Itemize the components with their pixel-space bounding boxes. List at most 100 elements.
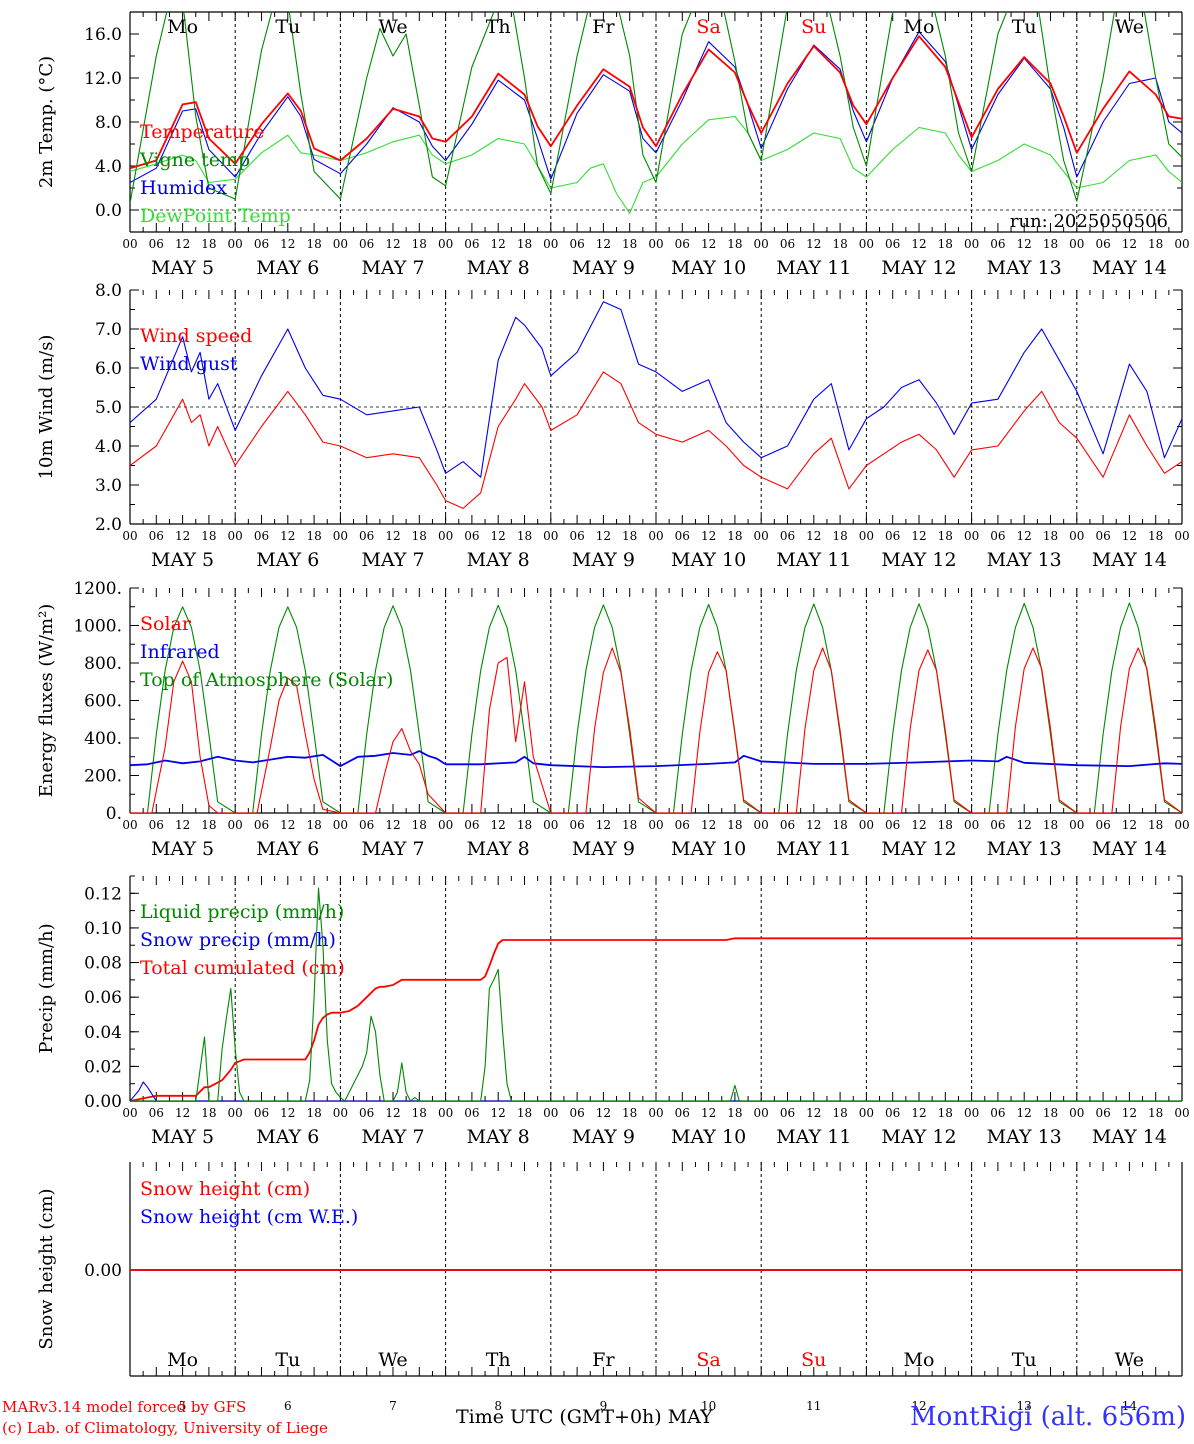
- y-axis-label: Precip (mm/h): [36, 923, 57, 1053]
- x-tick-label: 06: [1095, 818, 1110, 832]
- x-tick-label: 00: [754, 1106, 769, 1120]
- legend-entry: DewPoint Temp: [140, 205, 291, 227]
- legend-entry: Solar: [140, 613, 192, 635]
- x-tick-label: 12: [385, 529, 400, 543]
- x-tick-label: 00: [859, 529, 874, 543]
- series-line-temperature: [130, 35, 1182, 170]
- x-tick-label: 06: [149, 237, 164, 251]
- y-tick-label: 8.0: [95, 113, 122, 133]
- series-group: [130, 301, 1182, 509]
- x-tick-label: 18: [832, 1106, 847, 1120]
- series-group: [130, 12, 1182, 214]
- x-tick-label: 12: [911, 818, 926, 832]
- x-tick-label: 18: [1148, 237, 1163, 251]
- x-tick-label: 06: [569, 818, 584, 832]
- y-tick-label: 12.0: [84, 69, 122, 89]
- x-tick-label: 00: [648, 237, 663, 251]
- x-tick-label: 00: [333, 1106, 348, 1120]
- date-label: MAY 8: [467, 838, 530, 860]
- day-number-label: 13: [1017, 1399, 1032, 1413]
- panel-precip: 00 06 12 18 00 06 12 18 00 06 12 18 00 06 12 18 00 06 12 18…: [36, 875, 1190, 1148]
- x-tick-label: 12: [491, 818, 506, 832]
- x-tick-label: 12: [175, 529, 190, 543]
- x-tick-label: 06: [359, 237, 374, 251]
- date-label: MAY 5: [151, 838, 214, 860]
- x-tick-label: 18: [201, 1106, 216, 1120]
- x-tick-label: 12: [911, 1106, 926, 1120]
- weekday-label: Tu: [275, 1349, 300, 1371]
- x-tick-label: 00: [333, 529, 348, 543]
- date-label: MAY 13: [987, 1126, 1062, 1148]
- x-tick-label: 18: [938, 529, 953, 543]
- y-tick-label: 200.: [84, 767, 122, 787]
- x-tick-label: 06: [675, 237, 690, 251]
- x-tick-label: 18: [412, 237, 427, 251]
- x-tick-label: 00: [648, 529, 663, 543]
- x-tick-label: 12: [596, 818, 611, 832]
- x-tick-label: 00: [1174, 1106, 1189, 1120]
- x-tick-label: 00: [1174, 818, 1189, 832]
- date-label: MAY 9: [572, 1126, 635, 1148]
- x-tick-label: 00: [1069, 529, 1084, 543]
- x-tick-label: 06: [885, 818, 900, 832]
- x-tick-label: 00: [543, 237, 558, 251]
- date-label: MAY 7: [361, 257, 424, 279]
- x-tick-label: 12: [596, 1106, 611, 1120]
- x-tick-label: 06: [359, 529, 374, 543]
- x-tick-label: 12: [491, 1106, 506, 1120]
- date-label: MAY 14: [1092, 549, 1167, 571]
- legend-entry: Wind gust: [140, 353, 238, 375]
- x-tick-label: 12: [1122, 818, 1137, 832]
- date-label: MAY 8: [467, 257, 530, 279]
- date-label: MAY 12: [881, 549, 956, 571]
- series-line-vigne-temp: [130, 12, 1182, 204]
- lab-credit: (c) Lab. of Climatology, University of L…: [2, 1419, 328, 1437]
- x-tick-label: 18: [412, 529, 427, 543]
- x-tick-label: 18: [1148, 1106, 1163, 1120]
- x-tick-label: 00: [754, 237, 769, 251]
- x-tick-label: 18: [517, 529, 532, 543]
- x-tick-label: 06: [464, 529, 479, 543]
- x-tick-label: 06: [464, 1106, 479, 1120]
- x-tick-label: 18: [412, 1106, 427, 1120]
- panel-wind: 00 06 12 18 00 06 12 18 00 06 12 18 00 06 12 18 00 06 12 18…: [36, 281, 1190, 571]
- x-tick-label: 18: [306, 1106, 321, 1120]
- x-tick-label: 00: [964, 529, 979, 543]
- date-label: MAY 13: [987, 838, 1062, 860]
- x-tick-label: 00: [438, 818, 453, 832]
- x-tick-label: 00: [438, 529, 453, 543]
- legend-entry: Snow height (cm): [140, 1178, 310, 1200]
- date-label: MAY 12: [881, 257, 956, 279]
- series-line-humidex: [130, 31, 1182, 183]
- x-tick-label: 06: [780, 818, 795, 832]
- x-tick-label: 00: [543, 818, 558, 832]
- y-tick-label: 8.0: [95, 281, 122, 301]
- series-line-infrared: [130, 750, 1182, 768]
- weekday-label: Th: [486, 1349, 511, 1371]
- date-label: MAY 5: [151, 257, 214, 279]
- date-label: MAY 12: [881, 1126, 956, 1148]
- x-tick-label: 12: [1017, 237, 1032, 251]
- x-tick-label: 00: [1174, 529, 1189, 543]
- x-tick-label: 00: [543, 1106, 558, 1120]
- x-tick-label: 06: [885, 237, 900, 251]
- date-label: MAY 11: [776, 1126, 851, 1148]
- y-tick-label: 6.0: [95, 359, 122, 379]
- x-tick-label: 06: [990, 1106, 1005, 1120]
- x-tick-label: 18: [201, 237, 216, 251]
- x-tick-label: 00: [122, 1106, 137, 1120]
- weekday-label: Mo: [167, 16, 198, 38]
- date-label: MAY 10: [671, 1126, 746, 1148]
- legend-entry: Infrared: [140, 641, 220, 663]
- x-tick-label: 00: [648, 818, 663, 832]
- x-tick-label: 18: [727, 1106, 742, 1120]
- legend-entry: Snow precip (mm/h): [140, 929, 336, 951]
- x-tick-label: 00: [122, 529, 137, 543]
- x-tick-label: 18: [622, 529, 637, 543]
- legend-entry: Snow height (cm W.E.): [140, 1206, 358, 1228]
- date-label: MAY 5: [151, 549, 214, 571]
- x-tick-label: 00: [228, 529, 243, 543]
- x-tick-label: 00: [228, 1106, 243, 1120]
- x-tick-label: 00: [543, 529, 558, 543]
